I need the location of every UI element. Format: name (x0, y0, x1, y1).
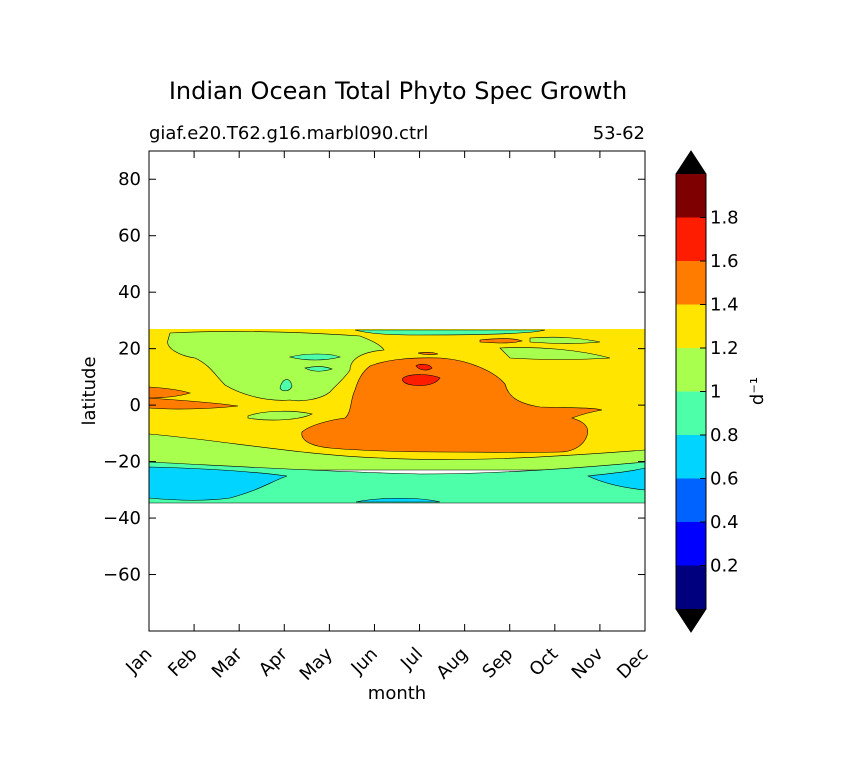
colorbar-tick-label: 0.6 (710, 469, 739, 490)
contour-band-1.6-1.8-dot (415, 363, 433, 371)
contour-band-1.0-1.2-ne (499, 347, 611, 360)
x-tick-label: Oct (525, 644, 562, 681)
contour-band-1.4-1.6-ne (479, 338, 523, 344)
contour-band-1.6-1.8-max (402, 374, 441, 386)
x-tick-label: Aug (432, 644, 472, 684)
colorbar-segment (676, 391, 706, 435)
contour-band-1.4-1.6-west-upper (149, 386, 192, 399)
colorbar-tick-label: 0.2 (710, 556, 739, 577)
y-tick-label: 80 (118, 169, 141, 190)
contour-band-0.8-1.0-patch2 (304, 366, 333, 372)
y-tick-label: 60 (118, 226, 141, 247)
colorbar-segment (676, 522, 706, 566)
colorbar: 0.2 0.4 0.6 0.8 1 1.2 1.4 1.6 1.8 (675, 150, 739, 633)
colorbar-tick-label: 0.4 (710, 512, 739, 533)
contour-band-1.0-1.2-north (167, 331, 385, 402)
contour-band-1.0-1.2-south (149, 433, 645, 471)
colorbar-tick-label: 1.8 (710, 208, 739, 229)
x-tick-label: Jan (121, 644, 156, 679)
colorbar-segment (676, 348, 706, 392)
colorbar-segment (676, 261, 706, 305)
colorbar-segment (676, 304, 706, 348)
y-tick-label: 20 (118, 339, 141, 360)
x-tick-label: May (296, 643, 337, 684)
colorbar-tick-label: 1 (710, 382, 721, 403)
colorbar-segment (676, 478, 706, 522)
plot-frame (148, 150, 646, 632)
colorbar-outline (675, 150, 707, 633)
x-tick-label: Jul (396, 644, 427, 675)
contour-band-1.4-1.6-west-lower (149, 397, 239, 410)
contour-band-1.4-1.6-core (301, 357, 603, 453)
contour-fill (149, 329, 645, 504)
x-axis-label: month (368, 683, 426, 704)
contour-band-0.8-1.0-patch1 (288, 353, 341, 361)
chart-title: Indian Ocean Total Phyto Spec Growth (169, 77, 627, 105)
colorbar-extend-over (676, 151, 706, 174)
x-tick-label: Dec (613, 644, 652, 683)
colorbar-tick-label: 0.8 (710, 425, 739, 446)
colorbar-extend-under (676, 609, 706, 632)
colorbar-tick-label: 1.2 (710, 338, 739, 359)
y-tick-label: −40 (103, 508, 141, 529)
y-tick-label: −20 (103, 452, 141, 473)
y-tick-label: 40 (118, 282, 141, 303)
x-tick-label: Feb (164, 644, 201, 681)
x-tick-label: Mar (208, 643, 247, 682)
y-tick-label: 0 (130, 395, 141, 416)
y-axis: 80 60 40 20 0 −20 −40 −60 (103, 169, 645, 586)
x-tick-label: Nov (568, 643, 608, 683)
x-tick-label: Apr (255, 643, 292, 680)
subtitle-right: 53-62 (593, 123, 645, 144)
contour-band-1.4-1.6-strip (417, 352, 439, 355)
colorbar-tick-label: 1.6 (710, 251, 739, 272)
colorbar-segment (676, 174, 706, 218)
colorbar-segment (676, 435, 706, 479)
y-axis-label: latitude (79, 356, 100, 425)
x-tick-label: Sep (478, 644, 517, 683)
colorbar-tick-label: 1.4 (710, 295, 739, 316)
contour-band-0.6-0.8-center (355, 497, 441, 503)
subtitle-left: giaf.e20.T62.g16.marbl090.ctrl (149, 123, 428, 144)
x-tick-label: Jun (347, 644, 382, 679)
contour-band-0.6-0.8-west (149, 466, 288, 501)
y-tick-label: −60 (103, 565, 141, 586)
colorbar-segment (676, 217, 706, 261)
contour-band-0.8-1.0-south (149, 461, 645, 504)
contour-band-1.0-1.2-mid (247, 410, 313, 421)
contour-band-0.8-1.0-patch3 (279, 379, 293, 392)
contour-band-1.0-1.2-ne2 (529, 336, 601, 344)
contour-band-0.6-0.8-east (586, 467, 645, 491)
contour-band-0.8-1.0-top (354, 329, 546, 336)
colorbar-label: d⁻¹ (747, 377, 768, 405)
colorbar-segment (676, 565, 706, 609)
